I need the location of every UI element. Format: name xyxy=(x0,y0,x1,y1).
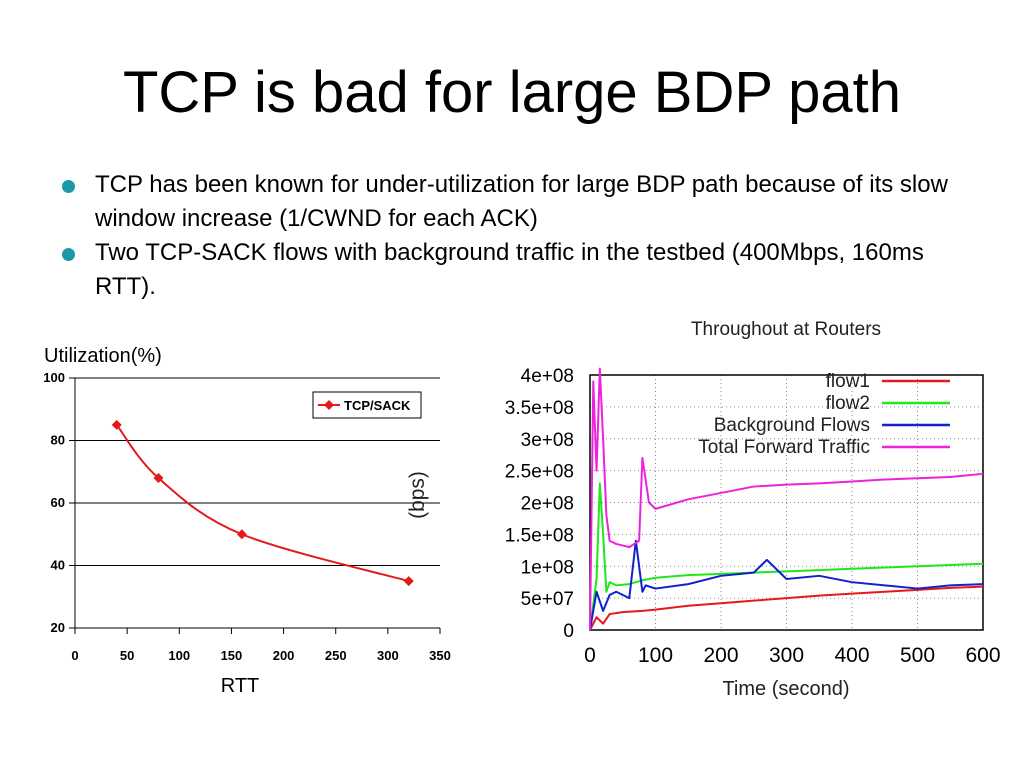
data-point-marker xyxy=(153,473,164,483)
series-line xyxy=(589,539,984,631)
x-tick-label: 200 xyxy=(703,644,738,667)
x-tick-label: 0 xyxy=(584,644,596,667)
y-tick-label: 1e+08 xyxy=(521,557,574,578)
data-point-marker xyxy=(403,576,414,587)
legend-label: TCP/SACK xyxy=(344,398,411,413)
legend-label: flow1 xyxy=(826,371,870,392)
legend-label: Background Flows xyxy=(714,415,870,436)
legend-label: flow2 xyxy=(826,393,870,414)
y-tick-label: 2.5e+08 xyxy=(505,462,574,483)
y-axis-title: (bps) xyxy=(406,471,429,519)
utilization-chart: 20 40 60 80 100 0 50 100 150 200 250 300 350 Utilizat… xyxy=(43,345,451,697)
data-point-marker xyxy=(111,419,122,430)
y-tick-label: 3.5e+08 xyxy=(505,398,574,419)
x-tick-label: 350 xyxy=(429,648,451,663)
y-tick-label: 0 xyxy=(563,621,574,642)
y-tick-label: 1.5e+08 xyxy=(505,525,574,546)
legend-marker xyxy=(324,400,334,410)
x-tick-label: 300 xyxy=(377,648,399,663)
throughput-chart: Throughout at Routers 0 5e+07 1e+08 1.5e+08 2… xyxy=(406,319,1001,700)
y-tick-label: 80 xyxy=(51,433,65,448)
y-tick-label: 40 xyxy=(51,558,65,573)
x-tick-label: 250 xyxy=(325,648,347,663)
series-line-tcp-sack xyxy=(115,424,409,583)
x-tick-label: 400 xyxy=(834,644,869,667)
y-tick-label: 2e+08 xyxy=(521,494,574,515)
y-tick-label: 3e+08 xyxy=(521,430,574,451)
x-tick-label: 200 xyxy=(273,648,295,663)
bullet-item: TCP has been known for under-utilization… xyxy=(60,168,960,236)
x-tick-label: 50 xyxy=(120,648,134,663)
slide-title: TCP is bad for large BDP path xyxy=(122,60,902,125)
y-tick-label: 4e+08 xyxy=(521,366,574,387)
x-tick-label: 500 xyxy=(900,644,935,667)
series-line xyxy=(589,482,984,631)
y-tick-label: 60 xyxy=(51,495,65,510)
x-tick-label: 150 xyxy=(221,648,243,663)
x-axis-title: RTT xyxy=(221,675,260,697)
y-tick-label: 5e+07 xyxy=(521,589,574,610)
bullet-dot-icon xyxy=(62,180,75,193)
x-tick-label: 100 xyxy=(638,644,673,667)
x-axis-title: Time (second) xyxy=(722,678,849,700)
y-axis-title: Utilization(%) xyxy=(44,345,162,367)
x-tick-label: 300 xyxy=(769,644,804,667)
y-tick-label: 100 xyxy=(43,370,65,385)
data-point-marker xyxy=(236,529,247,540)
y-tick-label: 20 xyxy=(51,620,65,635)
series-line xyxy=(589,585,984,631)
bullet-dot-icon xyxy=(62,248,75,261)
x-tick-label: 100 xyxy=(168,648,190,663)
series-line xyxy=(589,367,984,631)
bullet-item: Two TCP-SACK flows with background traff… xyxy=(60,236,960,304)
x-tick-label: 0 xyxy=(71,648,78,663)
bullet-list: TCP has been known for under-utilization… xyxy=(60,168,960,304)
chart-title: Throughout at Routers xyxy=(691,319,881,340)
x-tick-label: 600 xyxy=(965,644,1000,667)
bullet-text: Two TCP-SACK flows with background traff… xyxy=(95,239,924,300)
legend-label: Total Forward Traffic xyxy=(698,437,870,458)
bullet-text: TCP has been known for under-utilization… xyxy=(95,171,948,232)
plot-frame xyxy=(589,374,984,631)
